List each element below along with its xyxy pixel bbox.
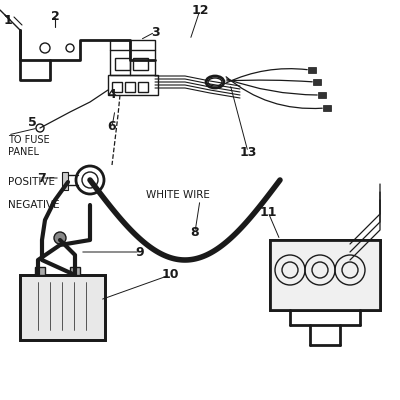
Bar [108, 75, 158, 95]
Bar [62, 172, 68, 190]
Bar [138, 82, 148, 92]
Text: 5: 5 [28, 116, 36, 128]
Bar [313, 79, 321, 85]
Text: 10: 10 [161, 268, 179, 282]
Text: WHITE WIRE: WHITE WIRE [146, 190, 210, 200]
Text: 13: 13 [239, 146, 257, 158]
Text: 8: 8 [191, 226, 199, 238]
Text: 1: 1 [4, 14, 12, 26]
Bar [318, 92, 326, 98]
Bar [35, 267, 45, 275]
Text: 11: 11 [259, 206, 277, 218]
Text: 12: 12 [191, 4, 209, 16]
Bar [270, 240, 380, 310]
Text: 7: 7 [38, 172, 46, 184]
Bar [20, 275, 105, 340]
Text: NEGATIVE: NEGATIVE [8, 200, 60, 210]
Bar [133, 58, 148, 70]
Text: TO FUSE
PANEL: TO FUSE PANEL [8, 135, 50, 156]
Bar [115, 58, 130, 70]
Bar [20, 275, 105, 340]
Text: 2: 2 [51, 10, 59, 24]
Circle shape [54, 232, 66, 244]
Bar [270, 240, 380, 310]
Text: 3: 3 [151, 26, 159, 38]
Bar [323, 105, 331, 111]
Bar [110, 40, 155, 75]
Bar [125, 82, 135, 92]
Text: 9: 9 [136, 246, 144, 258]
Text: 6: 6 [108, 120, 116, 134]
Bar [70, 267, 80, 275]
Bar [308, 67, 316, 73]
Text: POSITIVE: POSITIVE [8, 177, 55, 187]
Text: 4: 4 [108, 88, 116, 102]
Bar [112, 82, 122, 92]
